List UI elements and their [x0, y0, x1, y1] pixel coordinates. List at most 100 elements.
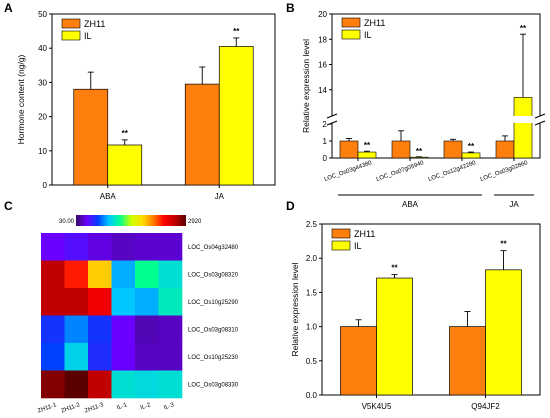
panel-c-heatmap-cell — [41, 343, 65, 371]
panel-c-heatmap-cell — [135, 288, 159, 316]
panel-c-heatmap-cell — [41, 370, 65, 399]
panel-d-ytick-label: 0.5 — [306, 357, 318, 366]
panel-c-heatmap-cell — [111, 288, 136, 316]
panel-a-bar-il — [107, 144, 143, 186]
panel-d-ytick-label: 0.0 — [306, 391, 318, 400]
panel-c-heatmap-cell — [158, 260, 183, 289]
panel-b-ytick-label: 1 — [323, 137, 328, 146]
panel-b-bar-il — [513, 97, 533, 159]
panel-d-ylabel: Relative expression level — [290, 262, 300, 356]
panel-c-colorbar-min: 30.00 — [59, 219, 75, 225]
panel-b-plot-frame — [331, 13, 541, 159]
panel-c-heatmap-cell — [64, 260, 89, 289]
panel-b-ytick-label: 14 — [318, 86, 327, 95]
panel-b-xtick-label: LOC_Os07g05940 — [376, 160, 426, 183]
panel-d-xtick-label: V5K4U5 — [362, 402, 392, 411]
panel-b-bar-il — [461, 152, 481, 159]
panel-c-heatmap-cell — [88, 288, 112, 316]
panel-c-row-label: LOC_Os03g08330 — [188, 382, 239, 388]
panel-d-letter: D — [286, 199, 295, 213]
panel-b-bar-zh11 — [391, 140, 411, 159]
panel-b-significance: ** — [364, 141, 371, 150]
panel-b-bar-zh11 — [339, 140, 359, 159]
panel-b-ytick-label: 0 — [323, 154, 328, 163]
legend-label-zh11: ZH11 — [364, 18, 385, 28]
panel-c-row-label: LOC_Os03g08320 — [188, 272, 239, 278]
legend-swatch-il — [331, 240, 351, 251]
panel-c-column-label: ZH11-1 — [37, 402, 58, 415]
legend-swatch-zh11 — [341, 17, 361, 28]
panel-c-heatmap-cell — [111, 370, 136, 399]
panel-a-bar-il — [218, 46, 254, 186]
panel-c-heatmap-cell — [41, 315, 65, 344]
panel-c-column-label: IL-3 — [163, 402, 175, 411]
panel-a-significance: ** — [233, 27, 240, 36]
panel-b-ytick-label: 16 — [318, 61, 327, 70]
panel-b-xtick-label: LOC_Os03g02860 — [480, 160, 530, 183]
legend-swatch-il — [341, 29, 361, 40]
panel-d-ytick-label: 1.0 — [306, 323, 318, 332]
panel-d-ytick-label: 1.5 — [306, 288, 318, 297]
panel-b-ylabel: Relative expression level — [301, 39, 311, 133]
panel-c-letter: C — [4, 199, 13, 213]
panel-b-bar-il — [357, 151, 377, 159]
panel-d-xtick-label: Q94JF2 — [471, 402, 500, 411]
panel-b-axis-break-mark — [326, 113, 338, 119]
panel-b-axis-break-mark — [326, 120, 338, 126]
legend-swatch-zh11 — [61, 18, 81, 29]
panel-c-heatmap-cell — [64, 288, 89, 316]
panel-c-heatmap-cell — [64, 370, 89, 399]
panel-c-heatmap-cell — [64, 233, 89, 261]
legend-label-il: IL — [84, 31, 92, 41]
panel-c-heatmap-cell — [158, 315, 183, 344]
panel-c-heatmap-cell — [158, 343, 183, 371]
legend-swatch-zh11 — [331, 228, 351, 239]
panel-c-heatmap-cell — [41, 260, 65, 289]
panel-c-column-label: IL-1 — [116, 402, 128, 411]
panel-c-heatmap-cell — [111, 343, 136, 371]
panel-c-heatmap-cell — [158, 233, 183, 261]
panel-d-ytick-label: 2.5 — [306, 220, 318, 229]
panel-c-heatmap-cell — [41, 288, 65, 316]
panel-c-heatmap-cell — [135, 233, 159, 261]
panel-d-significance: ** — [391, 264, 398, 273]
panel-c-column-label: IL-2 — [140, 402, 152, 411]
panel-c-column-label: ZH11-2 — [60, 402, 81, 415]
panel-a-ytick-label: 30 — [38, 78, 47, 87]
panel-a-ytick-label: 50 — [38, 10, 47, 19]
panel-b-ytick-label: 2 — [323, 120, 328, 129]
panel-b-group-label: JA — [509, 200, 519, 209]
legend-label-il: IL — [364, 30, 372, 40]
panel-d-bar-il — [376, 277, 413, 396]
panel-a-ytick-label: 0 — [43, 181, 48, 190]
panel-c-row-label: LOC_Os10g25230 — [188, 355, 239, 361]
panel-c-row-label: LOC_Os10g25290 — [188, 300, 239, 306]
panel-c-column-label: ZH11-3 — [84, 402, 105, 415]
panel-c-heatmap-cell — [64, 343, 89, 371]
panel-c-colorbar — [76, 215, 186, 226]
panel-a-bar-zh11 — [184, 83, 220, 186]
panel-a-xtick-label: JA — [215, 192, 225, 201]
panel-a-plot-frame — [51, 13, 276, 186]
panel-b-significance: ** — [468, 142, 475, 151]
panel-b-axis-break-mark — [534, 120, 546, 126]
panel-b-bar-zh11 — [495, 140, 515, 159]
panel-c-heatmap-cell — [111, 315, 136, 344]
panel-c-row-label: LOC_Os03g08310 — [188, 327, 239, 333]
panel-c-heatmap-cell — [158, 288, 183, 316]
panel-c-heatmap-cell — [111, 233, 136, 261]
legend-label-zh11: ZH11 — [354, 229, 375, 239]
panel-a-ylabel: Hormone content (ng/g) — [16, 54, 26, 144]
panel-d-bar-il — [485, 269, 522, 396]
panel-a-xtick-label: ABA — [100, 192, 117, 201]
panel-a-ytick-label: 20 — [38, 113, 47, 122]
panel-c-heatmap-cell — [135, 343, 159, 371]
panel-d-bar-zh11 — [449, 326, 486, 396]
panel-b-bar-zh11 — [443, 140, 463, 159]
panel-b-ytick-label: 18 — [318, 35, 327, 44]
panel-b-bar-il — [409, 156, 429, 159]
panel-b-ytick-label: 20 — [318, 10, 327, 19]
panel-c-heatmap-cell — [111, 260, 136, 289]
legend-label-zh11: ZH11 — [84, 19, 105, 29]
